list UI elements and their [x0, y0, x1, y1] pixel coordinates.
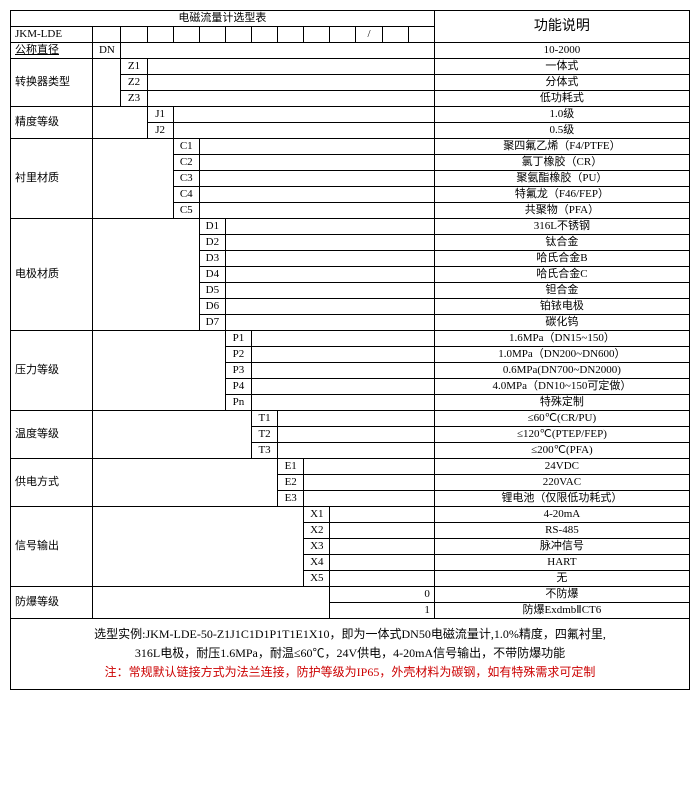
desc-cell: 防爆ExdmbⅡCT6 — [434, 603, 689, 619]
nominal-desc: 10-2000 — [434, 43, 689, 59]
code-cell: D3 — [199, 251, 225, 267]
code-cell: D6 — [199, 299, 225, 315]
desc-cell: 脉冲信号 — [434, 539, 689, 555]
ex-label: 防爆等级 — [11, 587, 93, 619]
desc-cell: 4.0MPa（DN10~150可定做） — [434, 379, 689, 395]
code-cell: D1 — [199, 219, 225, 235]
desc-cell: 0.5级 — [434, 123, 689, 139]
code-cell: P1 — [225, 331, 251, 347]
signal-label: 信号输出 — [11, 507, 93, 587]
code-cell: X5 — [304, 571, 330, 587]
code-cell: C2 — [173, 155, 199, 171]
desc-cell: 分体式 — [434, 75, 689, 91]
desc-cell: ≤200℃(PFA) — [434, 443, 689, 459]
accuracy-label: 精度等级 — [11, 107, 93, 139]
code-cell: Pn — [225, 395, 251, 411]
model-code: JKM-LDE — [11, 27, 93, 43]
converter-label: 转换器类型 — [11, 59, 93, 107]
code-cell: E3 — [278, 491, 304, 507]
code-cell: Z2 — [121, 75, 147, 91]
selection-table: 电磁流量计选型表 功能说明 JKM-LDE / 公称直径 DN 10-2000 … — [10, 10, 690, 690]
desc-cell: 碳化钨 — [434, 315, 689, 331]
desc-cell: 一体式 — [434, 59, 689, 75]
note-line: 316L电极，耐压1.6MPa，耐温≤60℃，24V供电，4-20mA信号输出，… — [15, 644, 685, 663]
desc-cell: 1.0MPa（DN200~DN600） — [434, 347, 689, 363]
notes-cell: 选型实例:JKM-LDE-50-Z1J1C1D1P1T1E1X10，即为一体式D… — [11, 619, 690, 690]
note-line: 选型实例:JKM-LDE-50-Z1J1C1D1P1T1E1X10，即为一体式D… — [15, 625, 685, 644]
code-cell: Z1 — [121, 59, 147, 75]
code-cell: C3 — [173, 171, 199, 187]
desc-cell: 哈氏合金B — [434, 251, 689, 267]
slash-cell: / — [356, 27, 382, 43]
code-cell: P2 — [225, 347, 251, 363]
desc-cell: 24VDC — [434, 459, 689, 475]
desc-cell: 特氟龙（F46/FEP） — [434, 187, 689, 203]
desc-cell: 聚四氟乙烯（F4/PTFE） — [434, 139, 689, 155]
code-cell: 1 — [330, 603, 434, 619]
pressure-label: 压力等级 — [11, 331, 93, 411]
desc-cell: 0.6MPa(DN700~DN2000) — [434, 363, 689, 379]
desc-cell: 钽合金 — [434, 283, 689, 299]
desc-cell: 316L不锈钢 — [434, 219, 689, 235]
desc-cell: 低功耗式 — [434, 91, 689, 107]
desc-cell: 4-20mA — [434, 507, 689, 523]
desc-cell: ≤120℃(PTEP/FEP) — [434, 427, 689, 443]
code-cell: X1 — [304, 507, 330, 523]
temp-label: 温度等级 — [11, 411, 93, 459]
desc-cell: 特殊定制 — [434, 395, 689, 411]
desc-cell: 共聚物（PFA） — [434, 203, 689, 219]
desc-cell: 哈氏合金C — [434, 267, 689, 283]
func-header: 功能说明 — [434, 11, 689, 43]
code-cell: X4 — [304, 555, 330, 571]
desc-cell: 220VAC — [434, 475, 689, 491]
code-cell: D7 — [199, 315, 225, 331]
desc-cell: 钛合金 — [434, 235, 689, 251]
desc-cell: 锂电池（仅限低功耗式） — [434, 491, 689, 507]
code-cell: T1 — [252, 411, 278, 427]
desc-cell: RS-485 — [434, 523, 689, 539]
desc-cell: 铂铱电极 — [434, 299, 689, 315]
note-red-line: 注：常规默认链接方式为法兰连接，防护等级为IP65，外壳材料为碳钢，如有特殊需求… — [15, 663, 685, 682]
code-cell: E1 — [278, 459, 304, 475]
code-cell: X2 — [304, 523, 330, 539]
liner-label: 衬里材质 — [11, 139, 93, 219]
power-label: 供电方式 — [11, 459, 93, 507]
desc-cell: 无 — [434, 571, 689, 587]
code-cell: Z3 — [121, 91, 147, 107]
code-cell: P3 — [225, 363, 251, 379]
desc-cell: 氯丁橡胶（CR） — [434, 155, 689, 171]
desc-cell: 聚氨酯橡胶（PU） — [434, 171, 689, 187]
code-cell: J2 — [147, 123, 173, 139]
code-cell: T3 — [252, 443, 278, 459]
code-cell: D2 — [199, 235, 225, 251]
nominal-label: 公称直径 — [11, 43, 93, 59]
code-cell: 0 — [330, 587, 434, 603]
electrode-label: 电极材质 — [11, 219, 93, 331]
code-cell: P4 — [225, 379, 251, 395]
desc-cell: HART — [434, 555, 689, 571]
code-cell: C5 — [173, 203, 199, 219]
code-cell: C1 — [173, 139, 199, 155]
code-cell: J1 — [147, 107, 173, 123]
desc-cell: 1.0级 — [434, 107, 689, 123]
code-cell: E2 — [278, 475, 304, 491]
code-cell: X3 — [304, 539, 330, 555]
desc-cell: 1.6MPa（DN15~150） — [434, 331, 689, 347]
table-title: 电磁流量计选型表 — [11, 11, 435, 27]
nominal-code: DN — [93, 43, 121, 59]
code-cell: C4 — [173, 187, 199, 203]
code-cell: T2 — [252, 427, 278, 443]
code-cell: D5 — [199, 283, 225, 299]
desc-cell: ≤60℃(CR/PU) — [434, 411, 689, 427]
code-cell: D4 — [199, 267, 225, 283]
desc-cell: 不防爆 — [434, 587, 689, 603]
